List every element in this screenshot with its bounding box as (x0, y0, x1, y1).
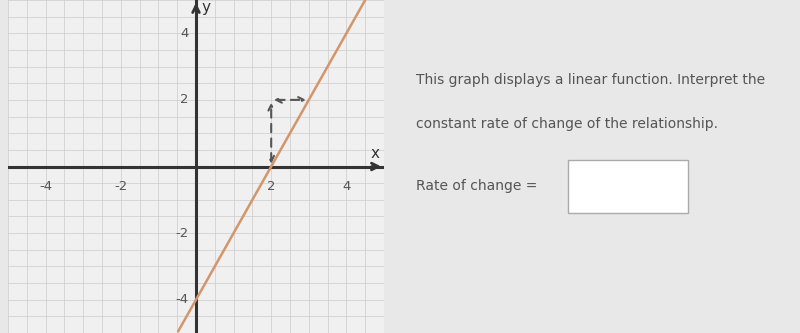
Text: 2: 2 (267, 180, 275, 193)
Text: -4: -4 (175, 293, 189, 306)
Text: 2: 2 (180, 93, 189, 107)
Text: -2: -2 (114, 180, 127, 193)
Text: constant rate of change of the relationship.: constant rate of change of the relations… (416, 117, 718, 131)
Text: 4: 4 (342, 180, 350, 193)
Text: x: x (371, 146, 380, 161)
Text: 4: 4 (180, 27, 189, 40)
Text: Rate of change =: Rate of change = (416, 179, 538, 193)
Text: This graph displays a linear function. Interpret the: This graph displays a linear function. I… (416, 73, 765, 87)
Text: -4: -4 (39, 180, 52, 193)
Text: y: y (202, 0, 210, 15)
FancyBboxPatch shape (568, 160, 688, 213)
Text: -2: -2 (175, 226, 189, 240)
